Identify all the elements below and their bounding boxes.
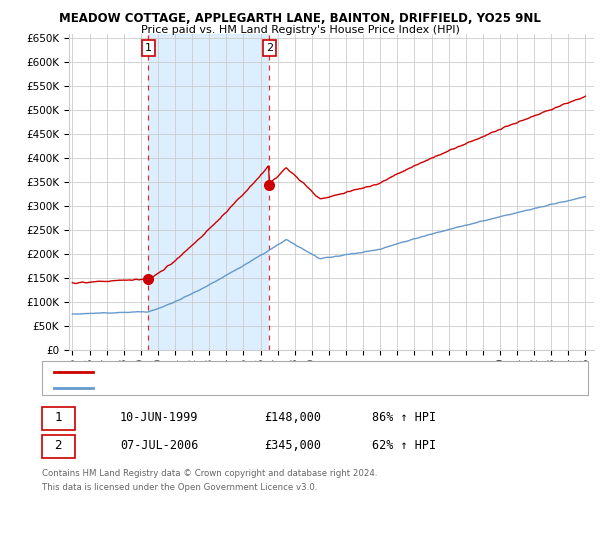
Text: HPI: Average price, detached house, East Riding of Yorkshire: HPI: Average price, detached house, East… (99, 382, 395, 393)
Text: 62% ↑ HPI: 62% ↑ HPI (372, 438, 436, 452)
Text: Price paid vs. HM Land Registry's House Price Index (HPI): Price paid vs. HM Land Registry's House … (140, 25, 460, 35)
Text: £345,000: £345,000 (264, 438, 321, 452)
Text: 1: 1 (55, 410, 62, 424)
Text: MEADOW COTTAGE, APPLEGARTH LANE, BAINTON, DRIFFIELD, YO25 9NL: MEADOW COTTAGE, APPLEGARTH LANE, BAINTON… (59, 12, 541, 25)
Text: £148,000: £148,000 (264, 410, 321, 424)
Text: 86% ↑ HPI: 86% ↑ HPI (372, 410, 436, 424)
Text: 2: 2 (55, 438, 62, 452)
Text: This data is licensed under the Open Government Licence v3.0.: This data is licensed under the Open Gov… (42, 483, 317, 492)
Text: 07-JUL-2006: 07-JUL-2006 (120, 438, 199, 452)
Text: Contains HM Land Registry data © Crown copyright and database right 2024.: Contains HM Land Registry data © Crown c… (42, 469, 377, 478)
Text: 10-JUN-1999: 10-JUN-1999 (120, 410, 199, 424)
Bar (148, 34, 269, 350)
Text: 1: 1 (145, 43, 152, 53)
Text: 2: 2 (266, 43, 273, 53)
Text: MEADOW COTTAGE, APPLEGARTH LANE, BAINTON, DRIFFIELD, YO25 9NL (detached hous: MEADOW COTTAGE, APPLEGARTH LANE, BAINTON… (99, 367, 533, 377)
